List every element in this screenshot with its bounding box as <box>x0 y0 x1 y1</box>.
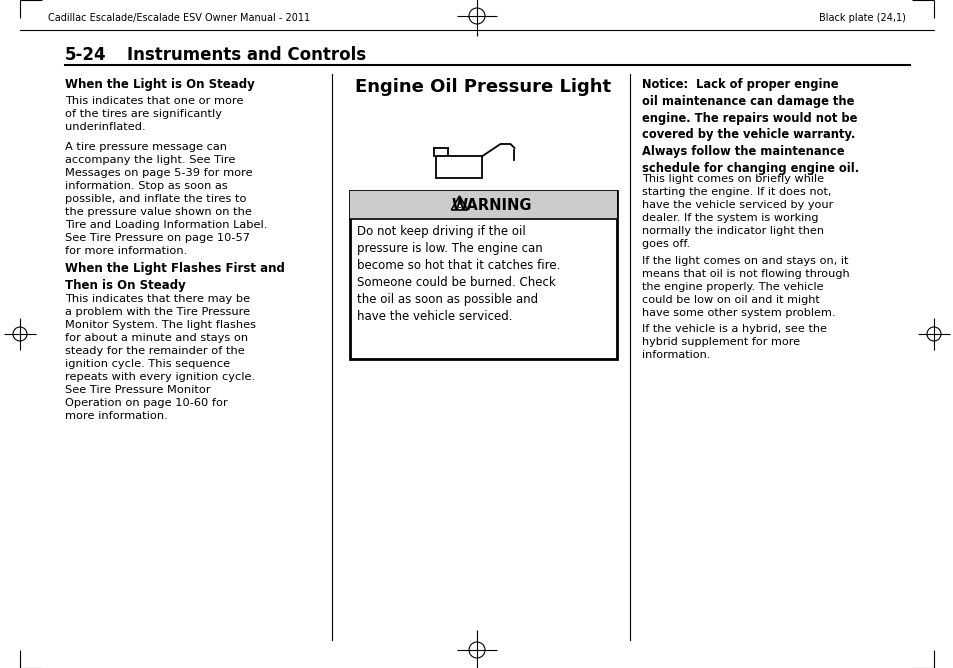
Bar <box>350 191 617 359</box>
Text: Cadillac Escalade/Escalade ESV Owner Manual - 2011: Cadillac Escalade/Escalade ESV Owner Man… <box>48 13 310 23</box>
Text: A tire pressure message can
accompany the light. See Tire
Messages on page 5-39 : A tire pressure message can accompany th… <box>65 142 267 257</box>
Text: When the Light is On Steady: When the Light is On Steady <box>65 78 254 91</box>
Text: When the Light Flashes First and
Then is On Steady: When the Light Flashes First and Then is… <box>65 262 285 292</box>
Text: WARNING: WARNING <box>451 198 531 212</box>
Text: 5-24: 5-24 <box>65 46 107 64</box>
Text: This light comes on briefly while
starting the engine. If it does not,
have the : This light comes on briefly while starti… <box>641 174 832 249</box>
Text: This indicates that one or more
of the tires are significantly
underinflated.: This indicates that one or more of the t… <box>65 96 243 132</box>
Text: Black plate (24,1): Black plate (24,1) <box>819 13 905 23</box>
Text: If the vehicle is a hybrid, see the
hybrid supplement for more
information.: If the vehicle is a hybrid, see the hybr… <box>641 324 826 360</box>
Text: !: ! <box>456 202 461 210</box>
Text: Notice:  Lack of proper engine
oil maintenance can damage the
engine. The repair: Notice: Lack of proper engine oil mainte… <box>641 78 859 175</box>
Text: If the light comes on and stays on, it
means that oil is not flowing through
the: If the light comes on and stays on, it m… <box>641 256 849 318</box>
Text: Engine Oil Pressure Light: Engine Oil Pressure Light <box>355 78 611 96</box>
Bar <box>350 191 617 219</box>
Polygon shape <box>451 196 467 210</box>
Text: Do not keep driving if the oil
pressure is low. The engine can
become so hot tha: Do not keep driving if the oil pressure … <box>356 225 559 323</box>
Text: Instruments and Controls: Instruments and Controls <box>127 46 366 64</box>
Text: This indicates that there may be
a problem with the Tire Pressure
Monitor System: This indicates that there may be a probl… <box>65 294 255 422</box>
Bar <box>436 156 482 178</box>
